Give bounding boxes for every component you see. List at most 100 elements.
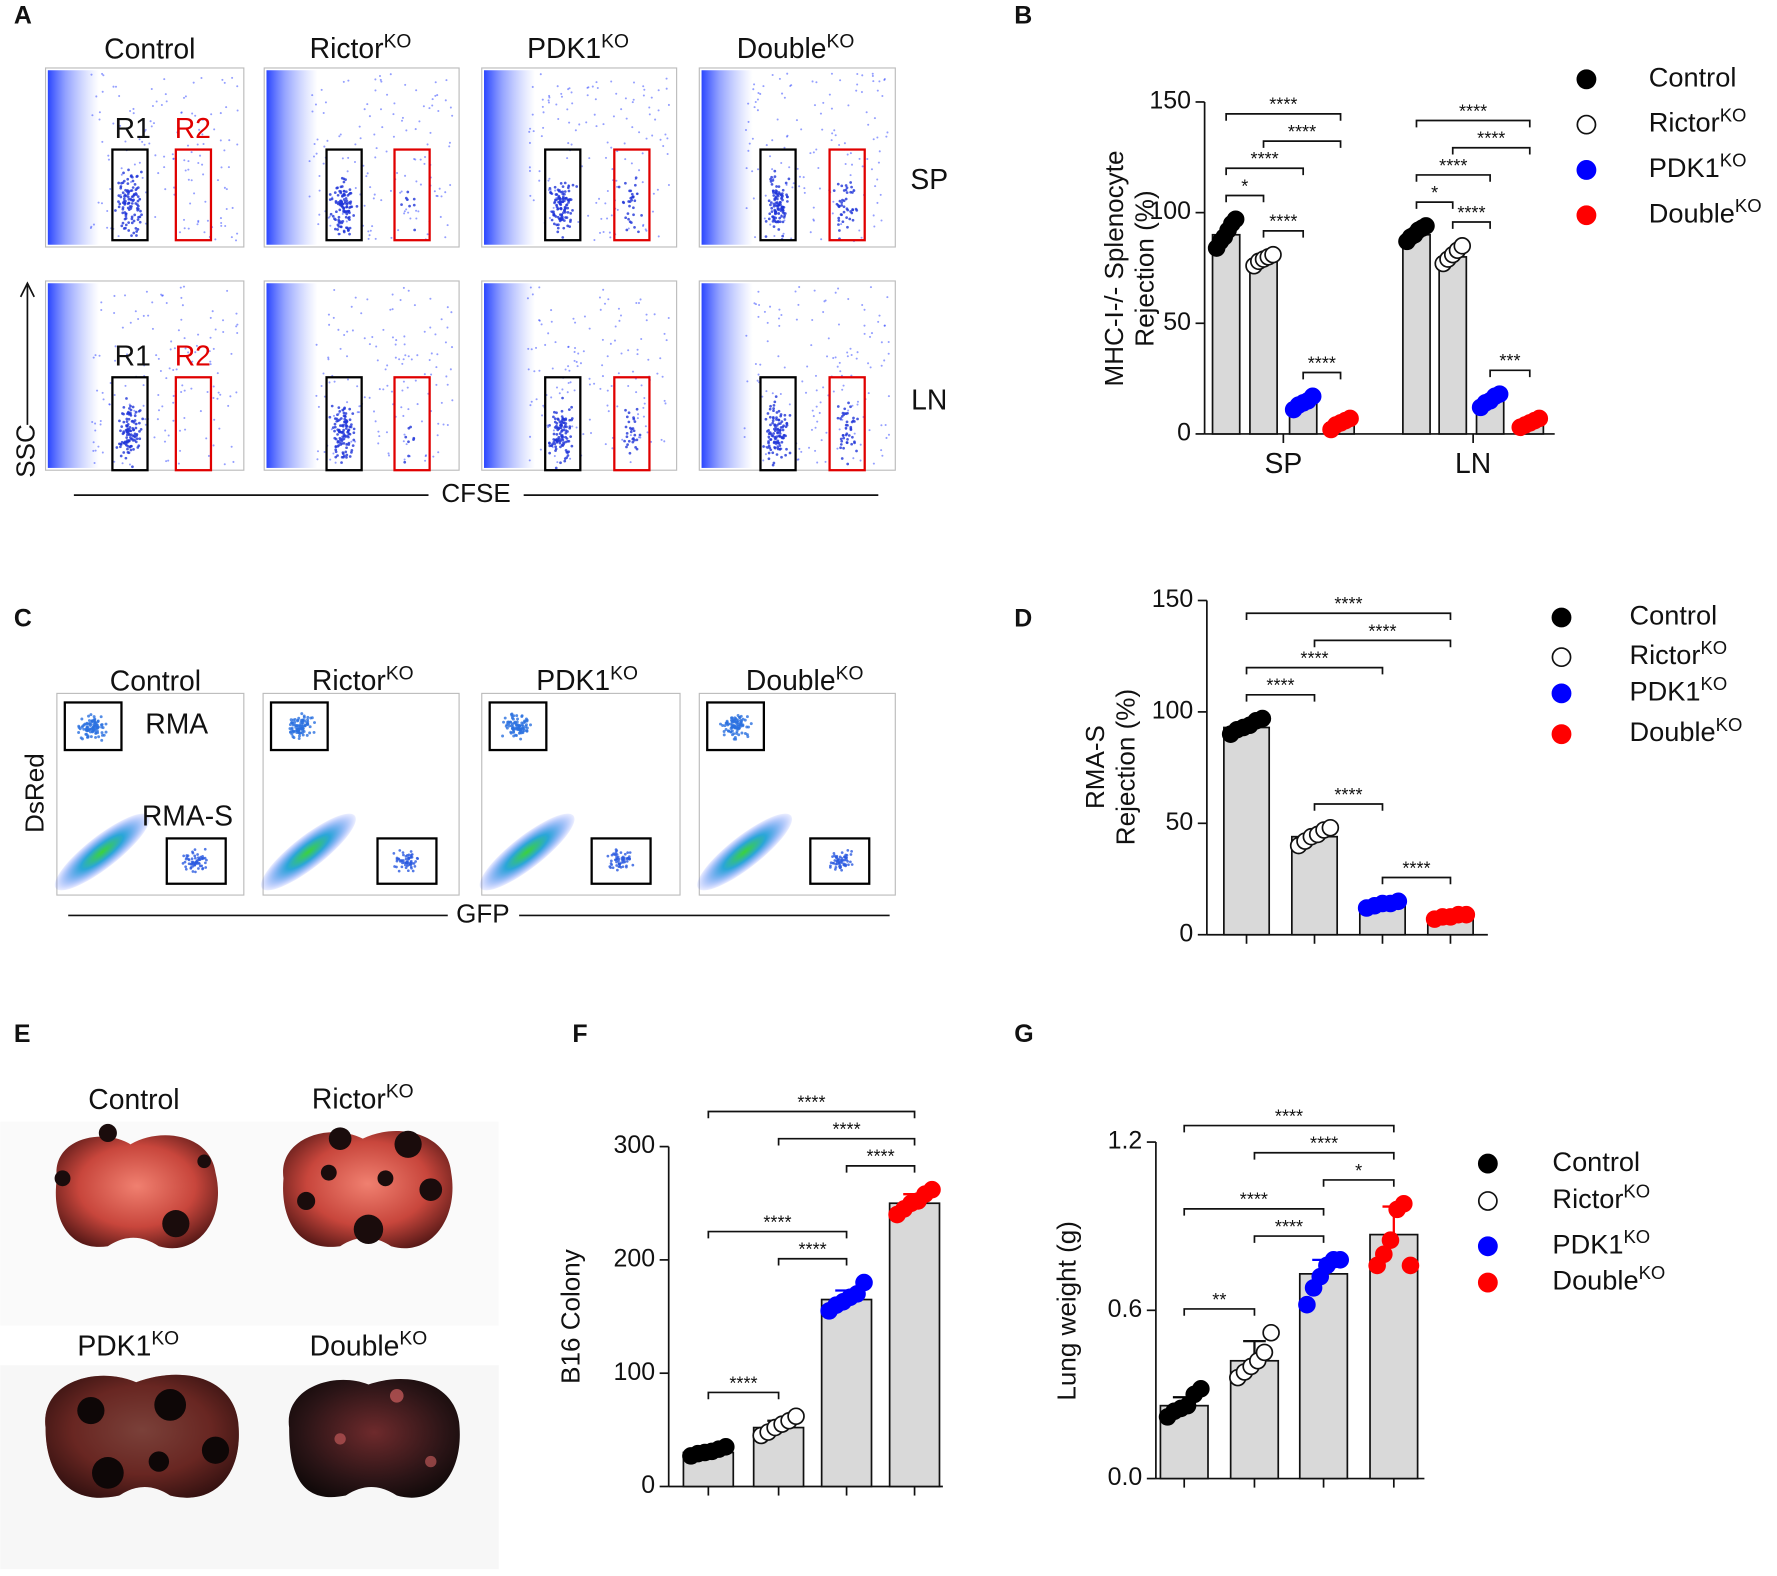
cytometry-dot — [346, 330, 349, 333]
cytometry-dot — [614, 853, 617, 857]
cytometry-dot — [312, 155, 316, 158]
cytometry-dot — [553, 420, 557, 424]
cytometry-dot — [409, 425, 412, 429]
cytometry-dot — [771, 73, 774, 76]
cytometry-dot — [94, 727, 98, 731]
cytometry-dot — [294, 729, 298, 733]
cytometry-dot — [849, 210, 852, 213]
cytometry-dot — [203, 856, 207, 860]
cytometry-dot — [512, 729, 516, 733]
cytometry-dot — [424, 156, 427, 159]
cytometry-dot — [626, 443, 629, 446]
cytometry-dot — [871, 74, 874, 77]
cytometry-dot — [759, 92, 762, 95]
cytometry-dot — [223, 186, 226, 189]
cytometry-dot — [213, 128, 216, 131]
cytometry-dot — [401, 116, 404, 119]
cytometry-dot — [783, 418, 787, 421]
cytometry-dot — [849, 181, 853, 184]
cytometry-dot — [134, 202, 138, 205]
significance-bracket — [1262, 140, 1342, 148]
dense-population — [701, 70, 753, 245]
cytometry-dot — [288, 723, 292, 727]
legend-marker — [1477, 1272, 1498, 1293]
cytometry-dot — [144, 418, 147, 421]
cytometry-dot — [136, 186, 140, 190]
cytometry-dot — [867, 392, 870, 395]
cytometry-dot — [131, 419, 135, 423]
cytometry-dot — [344, 178, 347, 182]
cytometry-dot — [726, 722, 730, 726]
cytometry-dot — [618, 319, 621, 322]
cytometry-dot — [386, 384, 389, 387]
cytometry-dot — [387, 454, 391, 457]
cytometry-dot — [136, 218, 140, 221]
cytometry-dot — [126, 177, 130, 181]
cytometry-dot — [299, 731, 303, 735]
cytometry-dot — [374, 156, 377, 159]
cytometry-dot — [172, 419, 175, 422]
cytometry-dot — [332, 452, 335, 455]
cytometry-dot — [555, 411, 558, 415]
cytometry-dot — [852, 189, 856, 192]
dense-population — [47, 283, 99, 468]
cytometry-dot — [627, 349, 630, 352]
cytometry-dot — [99, 715, 103, 719]
cytometry-dot — [771, 392, 774, 395]
cytometry-dot — [320, 88, 323, 91]
cytometry-dot — [853, 420, 856, 423]
cytometry-dot — [726, 729, 730, 733]
cytometry-dot — [877, 161, 880, 164]
cytometry-dot — [880, 424, 883, 427]
cytometry-dot — [552, 206, 555, 209]
cytometry-dot — [868, 429, 871, 432]
cytometry-dot — [550, 444, 554, 447]
cytometry-dot — [788, 403, 791, 406]
cytometry-dot — [344, 190, 348, 194]
cytometry-dot — [586, 94, 589, 97]
cytometry-dot — [131, 179, 135, 183]
cytometry-dot — [841, 220, 845, 224]
cytometry-dot — [757, 91, 760, 95]
cytometry-dot — [297, 731, 300, 735]
cytometry-dot — [125, 190, 129, 193]
cytometry-dot — [839, 437, 843, 441]
cytometry-dot — [573, 350, 576, 353]
cytometry-dot — [334, 227, 337, 231]
cytometry-dot — [394, 356, 397, 359]
cytometry-dot — [346, 401, 349, 404]
cytometry-dot — [567, 142, 570, 145]
cytometry-dot — [198, 864, 202, 868]
cytometry-dot — [644, 228, 647, 231]
cytometry-dot — [338, 189, 342, 193]
y-axis-title: DsRed — [19, 753, 49, 833]
cytometry-dot — [555, 223, 559, 227]
legend-marker — [1551, 683, 1572, 704]
cytometry-dot — [621, 865, 625, 869]
cytometry-dot — [138, 197, 142, 201]
cytometry-dot — [803, 187, 806, 190]
cytometry-dot — [615, 179, 618, 182]
cytometry-dot — [538, 319, 541, 322]
cytometry-dot — [729, 730, 733, 734]
cytometry-dot — [837, 205, 841, 209]
cytometry-dot — [313, 143, 316, 146]
cytometry-dot — [784, 181, 788, 185]
cytometry-dot — [114, 85, 118, 88]
cytometry-dot — [840, 184, 844, 188]
dense-population — [484, 283, 536, 468]
cytometry-dot — [101, 451, 104, 454]
cytometry-dot — [795, 318, 798, 321]
significance-bracket — [1322, 1179, 1395, 1187]
cytometry-dot — [401, 389, 404, 392]
cytometry-dot — [828, 93, 831, 96]
cytometry-dot — [431, 98, 434, 101]
cytometry-dot — [599, 387, 602, 390]
cytometry-dot — [858, 229, 861, 232]
cytometry-dot — [204, 200, 207, 203]
cytometry-dot — [798, 447, 801, 450]
cytometry-dot — [98, 118, 101, 121]
cytometry-dot — [837, 219, 841, 222]
cytometry-dot — [360, 312, 363, 315]
cytometry-dot — [570, 143, 573, 146]
